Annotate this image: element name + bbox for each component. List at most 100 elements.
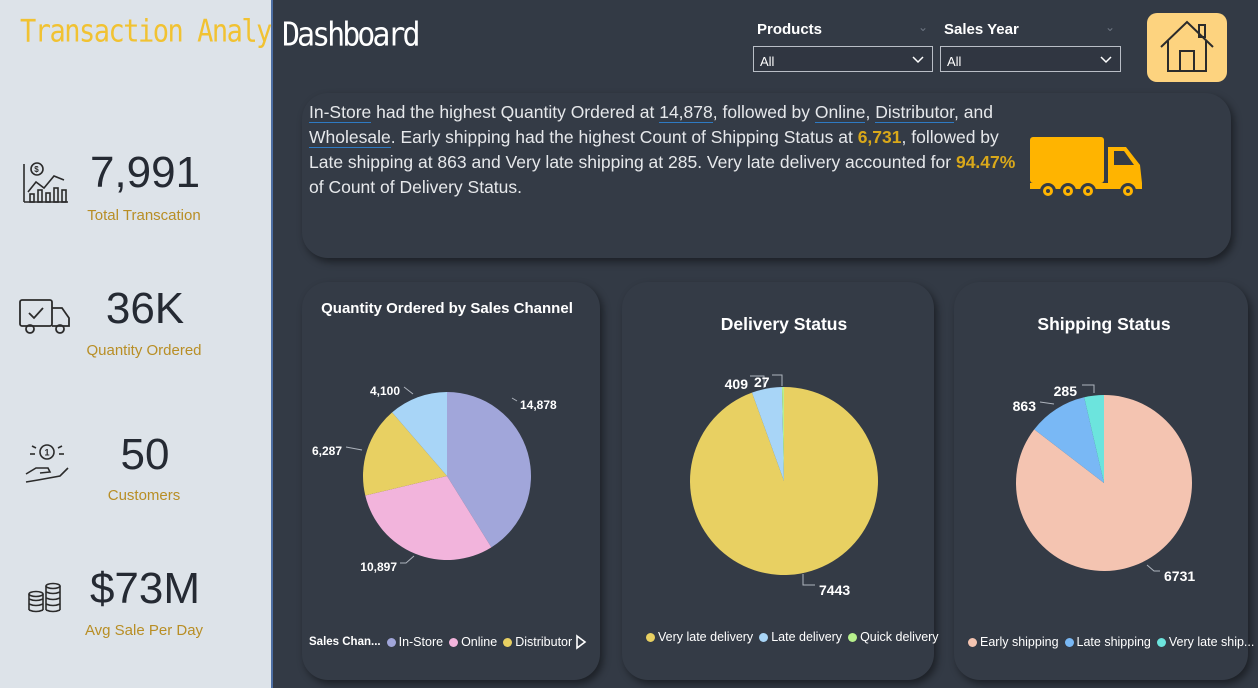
products-slicer-label: Products (757, 21, 823, 38)
coin-stack-icon (28, 582, 61, 613)
legend-dot (646, 632, 655, 642)
legend-item-late-shipping[interactable]: Late shipping (1076, 635, 1151, 649)
data-label-late-delivery: 409 (725, 376, 749, 392)
narrative-link-wholesale[interactable]: Wholesale (309, 127, 391, 148)
sales-year-dropdown-value: All (947, 54, 962, 69)
pie-slice-online[interactable] (365, 476, 492, 560)
chevron-down-icon (1100, 56, 1112, 64)
legend-delivery-status: Very late delivery Late delivery Quick d… (640, 630, 939, 644)
data-label-early-shipping: 6731 (1164, 568, 1195, 584)
data-label-leader-line (400, 555, 415, 564)
data-label-very-late-shipping: 285 (1054, 383, 1078, 399)
app-title: Transaction Analysis (20, 14, 317, 50)
narrative-text: , (865, 102, 876, 122)
legend-dot (503, 637, 513, 647)
truck-icon (1030, 137, 1142, 199)
data-label-leader-line (772, 374, 783, 386)
sales-year-chevron-icon[interactable]: ⌄ (1105, 20, 1116, 34)
legend-dot (449, 637, 459, 647)
legend-sales-channel: Sales Chan... In-Store Online Distributo… (309, 635, 572, 649)
narrative-link-value[interactable]: 14,878 (659, 102, 713, 123)
legend-item-very-late-shipping[interactable]: Very late ship... (1168, 635, 1255, 649)
pie-slice-in-store[interactable] (447, 392, 531, 548)
narrative-text: , and (954, 102, 993, 122)
data-label-distributor: 6,287 (312, 444, 342, 458)
data-label-leader-line (1039, 401, 1055, 405)
data-label-leader-line (345, 446, 363, 451)
home-button[interactable] (1147, 13, 1227, 82)
kpi-quantity-ordered-label: Quantity Ordered (86, 342, 202, 359)
legend-next-arrow-icon[interactable] (575, 634, 587, 650)
legend-item-instore[interactable]: In-Store (398, 635, 444, 649)
pie-chart-delivery-status: 7443 409 27 (690, 374, 878, 598)
narrative-text: , followed by Late shipping at 863 and V… (309, 127, 999, 172)
pie-slice-very-late-shipping[interactable] (1084, 395, 1104, 483)
data-label-leader-line (750, 375, 765, 388)
data-label-wholesale: 4,100 (370, 384, 400, 398)
kpi-customers-label: Customers (107, 487, 181, 504)
data-label-in-store: 14,878 (520, 398, 557, 412)
pie-slice-late-shipping[interactable] (1034, 397, 1104, 483)
legend-title: Sales Chan... (309, 636, 381, 648)
legend-dot (386, 637, 396, 647)
legend-item-online[interactable]: Online (461, 635, 498, 649)
data-label-late-shipping: 863 (1013, 398, 1037, 414)
legend-item-distributor[interactable]: Distributor (515, 635, 573, 649)
chevron-down-icon (912, 56, 924, 64)
kpi-customers-value: 50 (120, 430, 170, 479)
home-icon (1160, 20, 1214, 72)
products-chevron-icon[interactable]: ⌄ (918, 20, 929, 34)
chart-title-delivery-status: Delivery Status (720, 314, 848, 334)
sales-year-dropdown[interactable]: All (940, 46, 1121, 72)
narrative-text: , followed by (712, 102, 815, 122)
legend-dot (1156, 637, 1166, 647)
products-dropdown-value: All (760, 54, 775, 69)
data-label-leader-line (1146, 564, 1160, 572)
products-dropdown[interactable]: All (753, 46, 933, 72)
legend-item-late-delivery[interactable]: Late delivery (771, 630, 843, 644)
legend-item-early-shipping[interactable]: Early shipping (980, 635, 1059, 649)
narrative-text: had the highest Quantity Ordered at (371, 102, 660, 122)
pie-slice-late-delivery[interactable] (751, 387, 784, 481)
narrative-link-online[interactable]: Online (814, 102, 866, 123)
data-label-online: 10,897 (360, 560, 397, 574)
page-title: Dashboard (282, 16, 421, 55)
legend-item-quick-delivery[interactable]: Quick delivery (860, 630, 939, 644)
pie-chart-shipping-status: 6731 863 285 (1013, 383, 1196, 584)
data-label-leader-line (403, 386, 414, 395)
kpi-avg-sale-label: Avg Sale Per Day (84, 622, 204, 639)
data-label-leader-line (802, 574, 815, 586)
kpi-total-transactions-value: 7,991 (89, 148, 201, 197)
data-label-quick-delivery: 27 (754, 374, 770, 390)
delivery-truck-icon (19, 299, 70, 334)
legend-dot (968, 637, 977, 647)
legend-dot (759, 632, 769, 642)
narrative-link-instore[interactable]: In-Store (309, 102, 372, 123)
narrative-text: . Early shipping had the highest Count o… (390, 127, 858, 147)
smart-narrative-text: In-Store had the highest Quantity Ordere… (309, 100, 1019, 200)
data-label-leader-line (1082, 384, 1095, 393)
narrative-highlight-shipping: 6,731 (857, 127, 902, 147)
chart-title-shipping-status: Shipping Status (1037, 314, 1171, 334)
pie-chart-sales-channel: 14,878 10,897 6,287 4,100 (312, 384, 557, 574)
sidebar: Transaction Analysis $ 7,991 Total Trans… (0, 0, 317, 688)
narrative-highlight-delivery: 94.47% (955, 152, 1016, 172)
svg-text:$: $ (34, 165, 39, 174)
legend-dot (848, 632, 858, 642)
legend-item-very-late-delivery[interactable]: Very late delivery (658, 630, 754, 644)
hand-coin-icon: 1 (25, 444, 69, 483)
svg-text:1: 1 (45, 448, 50, 458)
chart-title-sales-channel: Quantity Ordered by Sales Channel (321, 300, 573, 317)
narrative-link-distributor[interactable]: Distributor (875, 102, 954, 123)
kpi-avg-sale-value: $73M (89, 564, 201, 613)
narrative-text: of Count of Delivery Status. (309, 177, 523, 197)
pie-slice-wholesale[interactable] (392, 392, 447, 476)
kpi-quantity-ordered-value: 36K (105, 284, 185, 333)
legend-dot (1064, 637, 1074, 647)
kpi-total-transactions-label: Total Transcation (87, 207, 201, 224)
sales-year-slicer-label: Sales Year (944, 21, 1019, 38)
chart-analytics-icon: $ (23, 162, 68, 203)
pie-slice-distributor[interactable] (363, 412, 447, 496)
legend-shipping-status: Early shipping Late shipping Very late s… (962, 635, 1254, 649)
pie-slice-quick-delivery[interactable] (781, 387, 784, 481)
